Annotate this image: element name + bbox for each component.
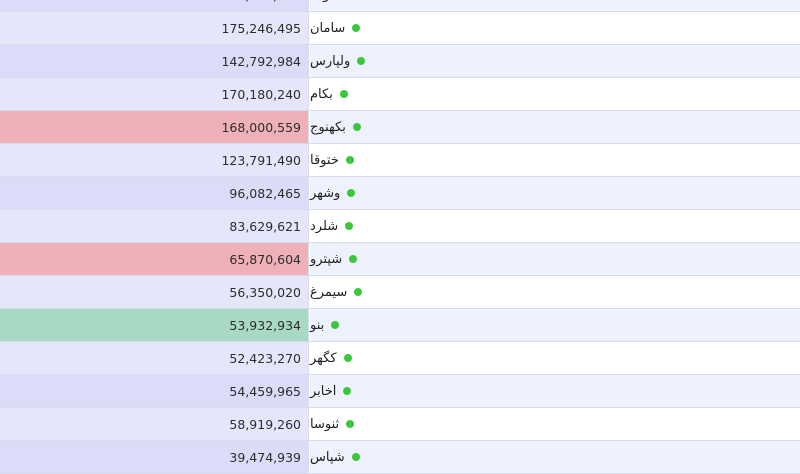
symbol-label: فولاد xyxy=(310,0,336,3)
symbol-link[interactable]: سیمرغ xyxy=(310,284,363,300)
symbol-cell: بکهنوج xyxy=(310,111,800,143)
status-dot-icon xyxy=(347,189,356,197)
symbol-label: ولپارس xyxy=(310,53,351,69)
symbol-cell: شپاس xyxy=(310,441,800,473)
value-cell: 54,459,965 xyxy=(0,375,309,407)
symbol-label: ثنوسا xyxy=(310,416,340,432)
table-row: 54,459,965 اخابر xyxy=(0,375,800,408)
symbol-cell: ختوقا xyxy=(310,144,800,176)
symbol-link[interactable]: سامان xyxy=(310,20,361,36)
symbol-label: سیمرغ xyxy=(310,284,348,300)
symbol-link[interactable]: شپترو xyxy=(310,251,358,267)
table-row: 211,036,400فولاد xyxy=(0,0,800,12)
symbol-link[interactable]: بکهنوج xyxy=(310,120,361,135)
value-cell: 168,000,559 xyxy=(0,111,309,143)
symbol-link[interactable]: شپاس xyxy=(310,450,360,465)
symbol-link[interactable]: بکام xyxy=(310,87,348,102)
status-dot-icon xyxy=(339,90,348,98)
symbol-label: بکام xyxy=(310,86,333,102)
symbol-link[interactable]: ولپارس xyxy=(310,53,366,69)
status-dot-icon xyxy=(352,123,361,131)
symbol-cell: فولاد xyxy=(310,0,800,11)
table-row: 83,629,621 شلرد xyxy=(0,210,800,243)
symbol-label: کگهر xyxy=(310,350,337,366)
status-dot-icon xyxy=(346,420,355,428)
status-dot-icon xyxy=(345,222,354,230)
status-dot-icon xyxy=(331,321,340,329)
symbol-label: شپترو xyxy=(310,251,343,267)
symbol-label: وشهر xyxy=(310,185,341,201)
table-row: 175,246,495 سامان xyxy=(0,12,800,45)
symbol-cell: ثنوسا xyxy=(310,408,800,440)
value-cell: 175,246,495 xyxy=(0,12,309,44)
table-row: 65,870,604 شپترو xyxy=(0,243,800,276)
symbol-label: بنو xyxy=(310,317,325,333)
symbol-cell: سامان xyxy=(310,12,800,44)
symbol-label: ختوقا xyxy=(310,152,339,168)
status-dot-icon xyxy=(343,354,352,362)
status-dot-icon xyxy=(351,453,360,461)
value-cell: 53,932,934 xyxy=(0,309,309,341)
symbol-cell: کگهر xyxy=(310,342,800,374)
status-dot-icon xyxy=(352,24,361,32)
symbol-link[interactable]: شلرد xyxy=(310,218,354,234)
status-dot-icon xyxy=(357,57,366,65)
symbol-label: اخابر xyxy=(310,383,337,399)
symbol-link[interactable]: ختوقا xyxy=(310,153,354,168)
symbol-cell: وشهر xyxy=(310,177,800,209)
symbol-label: شپاس xyxy=(310,449,345,465)
symbol-link[interactable]: ثنوسا xyxy=(310,416,355,432)
table-row: 170,180,240 بکام xyxy=(0,78,800,111)
value-cell: 58,919,260 xyxy=(0,408,309,440)
symbol-cell: سیمرغ xyxy=(310,276,800,308)
symbol-cell: بنو xyxy=(310,309,800,341)
value-cell: 142,792,984 xyxy=(0,45,309,77)
status-dot-icon xyxy=(345,156,354,164)
table-row: 58,919,260 ثنوسا xyxy=(0,408,800,441)
symbol-label: شلرد xyxy=(310,218,339,234)
symbol-link[interactable]: فولاد xyxy=(310,0,351,3)
symbol-link[interactable]: وشهر xyxy=(310,185,356,201)
table-row: 52,423,270 کگهر xyxy=(0,342,800,375)
symbol-link[interactable]: اخابر xyxy=(310,383,352,399)
value-cell: 96,082,465 xyxy=(0,177,309,209)
table-row: 56,350,020 سیمرغ xyxy=(0,276,800,309)
value-cell: 211,036,400 xyxy=(0,0,309,11)
symbol-cell: ولپارس xyxy=(310,45,800,77)
value-cell: 83,629,621 xyxy=(0,210,309,242)
symbol-cell: بکام xyxy=(310,78,800,110)
symbol-cell: شپترو xyxy=(310,243,800,275)
table-row: 142,792,984 ولپارس xyxy=(0,45,800,78)
table-row: 53,932,934 بنو xyxy=(0,309,800,342)
status-dot-icon xyxy=(349,255,358,263)
symbol-cell: شلرد xyxy=(310,210,800,242)
symbol-link[interactable]: بنو xyxy=(310,317,340,333)
symbol-label: بکهنوج xyxy=(310,119,346,135)
value-cell: 123,791,490 xyxy=(0,144,309,176)
table-row: 96,082,465 وشهر xyxy=(0,177,800,210)
status-dot-icon xyxy=(343,387,352,395)
table-row: 168,000,559 بکهنوج xyxy=(0,111,800,144)
table-row: 123,791,490 ختوقا xyxy=(0,144,800,177)
symbol-cell: اخابر xyxy=(310,375,800,407)
value-cell: 39,474,939 xyxy=(0,441,309,473)
value-cell: 52,423,270 xyxy=(0,342,309,374)
value-cell: 65,870,604 xyxy=(0,243,309,275)
status-dot-icon xyxy=(354,288,363,296)
value-cell: 56,350,020 xyxy=(0,276,309,308)
symbol-label: سامان xyxy=(310,20,346,36)
symbol-link[interactable]: کگهر xyxy=(310,351,352,366)
value-cell: 170,180,240 xyxy=(0,78,309,110)
